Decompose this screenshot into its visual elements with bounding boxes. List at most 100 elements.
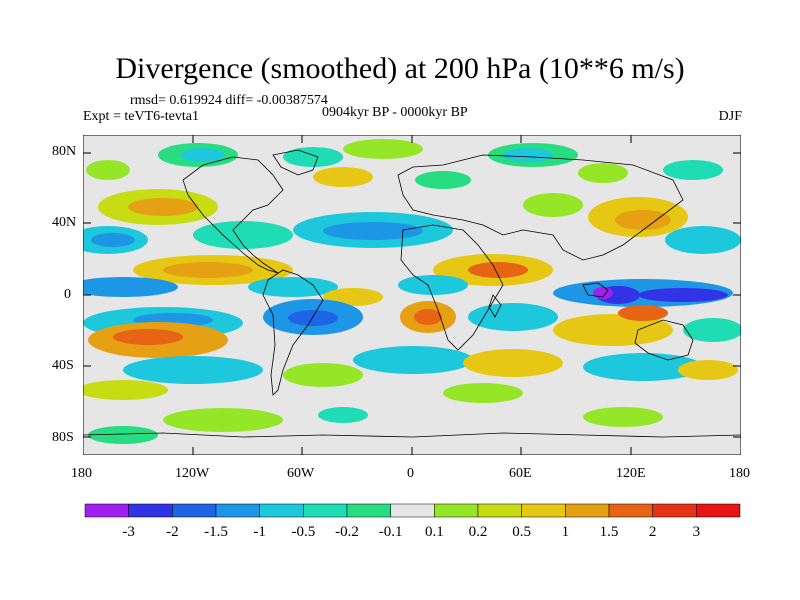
lon-tick-label: 180 <box>71 466 92 481</box>
colorbar-label: -2 <box>166 524 179 540</box>
lat-tick-label: 40N <box>52 215 77 230</box>
field-blob <box>288 310 338 326</box>
lon-tick-label: 60E <box>509 466 532 481</box>
lat-tick-label: 80N <box>52 144 77 159</box>
colorbar-swatch <box>521 503 566 518</box>
lat-tick-label: 0 <box>64 287 71 302</box>
colorbar-swatch <box>696 503 741 518</box>
colorbar-label: -0.2 <box>335 524 359 540</box>
lon-tick-label: 60W <box>287 466 315 481</box>
field-blob <box>248 277 338 297</box>
field-blob <box>578 163 628 183</box>
colorbar-swatch <box>652 503 697 518</box>
colorbar-label: -0.5 <box>291 524 315 540</box>
field-blob <box>665 226 741 254</box>
lon-tick-label: 0 <box>407 466 414 481</box>
field-blob <box>91 233 135 247</box>
field-blob <box>353 346 473 374</box>
colorbar-label: 0.1 <box>425 524 444 540</box>
field-blob <box>415 171 471 189</box>
lat-tick-label: 80S <box>52 430 74 445</box>
colorbar-swatch <box>346 503 391 518</box>
colorbar-swatch <box>390 503 435 518</box>
field-blob <box>83 277 178 297</box>
experiment-label: Expt = teVT6-tevta1 <box>83 109 199 124</box>
field-blob <box>553 314 673 346</box>
season-label: DJF <box>718 109 742 124</box>
field-blob <box>86 160 130 180</box>
field-blob <box>618 305 668 321</box>
lon-tick-label: 120W <box>175 466 210 481</box>
field-blob <box>678 360 738 380</box>
colorbar-swatch <box>128 503 173 518</box>
colorbar-label: 3 <box>693 524 701 540</box>
field-blob <box>683 318 741 342</box>
field-blob <box>163 262 253 278</box>
africa-coast <box>400 224 504 351</box>
field-blob <box>323 222 423 240</box>
field-blob <box>313 167 373 187</box>
colorbar-label: 0.2 <box>469 524 488 540</box>
colorbar-swatch <box>215 503 260 518</box>
indonesia-coast <box>582 282 609 298</box>
colorbar-swatch <box>303 503 348 518</box>
lon-tick-label: 120E <box>616 466 646 481</box>
field-blob <box>463 349 563 377</box>
colorbar-swatch <box>84 503 129 518</box>
colorbar-swatch <box>477 503 522 518</box>
field-blob <box>638 288 728 302</box>
coastlines <box>83 149 741 438</box>
divergence-field <box>83 139 741 444</box>
field-blob <box>123 356 263 384</box>
colorbar-swatch <box>565 503 610 518</box>
field-blob <box>468 262 528 278</box>
colorbar-swatch <box>608 503 653 518</box>
colorbar-swatch <box>434 503 479 518</box>
colorbar-label: -0.1 <box>379 524 403 540</box>
south-america-coast <box>262 269 324 396</box>
field-blob <box>283 147 343 167</box>
antarctica-coast <box>83 432 741 438</box>
colorbar-label: 0.5 <box>512 524 531 540</box>
field-blob <box>443 383 523 403</box>
field-blob <box>468 303 558 331</box>
field-blob <box>414 309 442 325</box>
field-blob <box>503 148 553 162</box>
eurasia-coast <box>397 154 684 261</box>
field-blob <box>523 193 583 217</box>
colorbar-label: -1 <box>253 524 266 540</box>
field-blob <box>663 160 723 180</box>
field-blob <box>88 426 158 444</box>
field-blob <box>83 380 168 400</box>
field-blob <box>193 221 293 249</box>
field-blob <box>615 210 671 230</box>
field-blob <box>283 363 363 387</box>
field-blob <box>181 148 225 162</box>
colorbar-label: 1.5 <box>600 524 619 540</box>
stats-line: rmsd= 0.619924 diff= -0.00387574 <box>130 93 328 108</box>
colorbar-label: 1 <box>562 524 570 540</box>
field-blob <box>163 408 283 432</box>
colorbar-swatch <box>172 503 217 518</box>
field-blob <box>398 275 468 295</box>
colorbar-label: -1.5 <box>204 524 228 540</box>
map-title: Divergence (smoothed) at 200 hPa (10**6 … <box>115 52 685 85</box>
lat-tick-label: 40S <box>52 358 74 373</box>
colorbar-swatch <box>259 503 304 518</box>
field-blob <box>583 407 663 427</box>
field-blob <box>583 353 703 381</box>
australia-coast <box>634 319 694 361</box>
field-blob <box>318 407 368 423</box>
divergence-map <box>83 135 741 455</box>
field-blob <box>113 329 183 345</box>
madagascar-coast <box>488 294 502 318</box>
period-label: 0904kyr BP - 0000kyr BP <box>322 105 468 120</box>
north-america-coast <box>182 156 284 274</box>
colorbar-label: -3 <box>122 524 135 540</box>
map-ticks <box>83 135 741 455</box>
lon-tick-label: 180 <box>729 466 750 481</box>
field-blob <box>128 198 198 216</box>
field-blob <box>343 139 423 159</box>
greenland-coast <box>272 149 319 176</box>
colorbar-label: 2 <box>649 524 657 540</box>
